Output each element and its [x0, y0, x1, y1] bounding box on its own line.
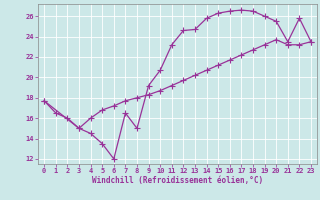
X-axis label: Windchill (Refroidissement éolien,°C): Windchill (Refroidissement éolien,°C): [92, 176, 263, 185]
